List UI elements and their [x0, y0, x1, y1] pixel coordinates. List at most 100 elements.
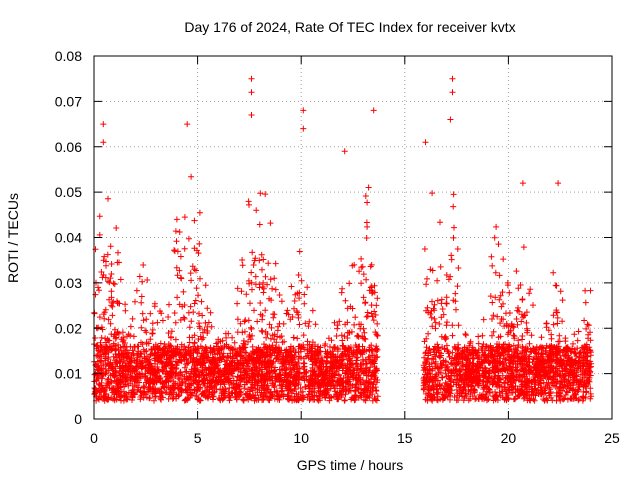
data-point — [368, 372, 375, 379]
data-point — [480, 341, 487, 348]
data-point — [292, 396, 299, 403]
data-point — [492, 380, 499, 387]
data-point — [447, 273, 454, 280]
data-point — [180, 288, 187, 295]
data-point — [107, 379, 114, 386]
data-point — [274, 353, 281, 360]
data-point — [374, 295, 381, 302]
data-point — [154, 367, 161, 374]
data-point — [496, 344, 503, 351]
data-point — [149, 326, 156, 333]
data-point — [537, 368, 543, 375]
data-point — [191, 340, 198, 347]
data-point — [229, 346, 236, 353]
data-point — [422, 390, 429, 397]
data-point — [584, 321, 591, 328]
data-point — [234, 316, 241, 323]
data-point — [429, 367, 436, 374]
data-point — [259, 316, 266, 323]
data-point — [107, 320, 114, 327]
data-point — [478, 345, 485, 352]
data-point — [557, 288, 564, 295]
data-point — [439, 344, 446, 350]
data-point — [189, 263, 196, 270]
data-point — [116, 358, 123, 365]
data-point — [330, 382, 337, 389]
data-point — [192, 297, 199, 304]
data-point — [317, 344, 324, 351]
data-point — [549, 357, 556, 364]
data-point — [185, 235, 192, 242]
data-point — [346, 345, 352, 352]
data-point — [284, 307, 291, 314]
data-point — [443, 335, 450, 342]
data-point — [152, 385, 159, 392]
data-point — [550, 312, 557, 319]
data-point — [106, 279, 113, 286]
data-point — [531, 355, 537, 361]
data-point — [115, 249, 121, 256]
data-point — [489, 299, 496, 306]
data-point — [282, 357, 289, 364]
data-point — [327, 385, 334, 392]
data-point — [529, 369, 536, 376]
data-point — [331, 374, 338, 381]
data-point — [301, 363, 308, 370]
data-point — [438, 382, 445, 389]
data-point — [562, 338, 569, 345]
data-point — [463, 332, 469, 339]
data-point — [101, 253, 108, 260]
data-point — [353, 344, 360, 350]
data-point — [114, 329, 121, 336]
data-point — [495, 372, 502, 379]
data-point — [178, 389, 185, 396]
data-point — [243, 391, 250, 398]
data-point — [241, 372, 248, 378]
data-point — [195, 250, 202, 257]
data-point — [584, 376, 591, 383]
data-point — [551, 344, 558, 350]
data-point — [449, 349, 456, 356]
data-point — [431, 377, 438, 384]
data-point — [583, 341, 590, 348]
data-point — [173, 216, 180, 223]
data-point — [295, 380, 302, 386]
data-point — [242, 317, 249, 324]
data-point — [365, 369, 372, 375]
data-point — [559, 297, 566, 304]
data-point — [327, 393, 334, 400]
data-point — [259, 396, 266, 403]
data-point — [196, 323, 203, 330]
data-point — [434, 277, 441, 284]
data-point — [298, 277, 305, 284]
data-point — [277, 372, 284, 379]
data-point — [186, 373, 192, 380]
data-point — [454, 246, 461, 252]
data-point — [538, 334, 545, 341]
data-point — [211, 359, 218, 365]
data-point — [245, 372, 252, 379]
data-point — [305, 391, 312, 398]
data-point — [184, 395, 191, 402]
data-point — [551, 379, 558, 386]
data-point — [351, 321, 358, 328]
data-point — [514, 321, 521, 328]
y-tick-label: 0.03 — [55, 275, 82, 291]
data-point — [249, 249, 256, 256]
data-point — [199, 378, 206, 385]
data-point — [543, 320, 550, 327]
data-point — [362, 300, 369, 307]
data-point — [367, 364, 374, 371]
data-point — [513, 367, 520, 374]
data-point — [357, 392, 364, 399]
data-point — [157, 340, 164, 347]
data-point — [207, 384, 214, 391]
data-point — [294, 335, 301, 342]
data-point — [373, 387, 380, 394]
data-point — [142, 327, 149, 334]
data-point — [271, 275, 278, 282]
data-point — [301, 291, 308, 298]
data-point — [129, 315, 136, 322]
data-point — [193, 355, 200, 362]
data-point — [508, 320, 515, 327]
